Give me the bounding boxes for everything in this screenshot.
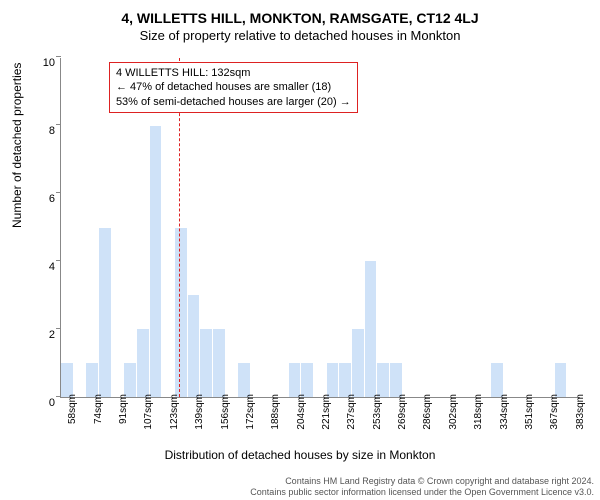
histogram-bar [86, 363, 99, 397]
histogram-bar [390, 363, 403, 397]
callout-box: 4 WILLETTS HILL: 132sqm← 47% of detached… [109, 62, 358, 113]
histogram-bar [365, 261, 378, 397]
y-tick-mark [56, 396, 61, 397]
histogram-bar [289, 363, 302, 397]
histogram-bar [352, 329, 365, 397]
histogram-bar [99, 228, 112, 398]
x-tick-label: 253sqm [372, 394, 383, 430]
histogram-bar [150, 126, 163, 397]
histogram-bar [238, 363, 251, 397]
histogram-bar [555, 363, 568, 397]
footer-attribution: Contains HM Land Registry data © Crown c… [250, 476, 594, 498]
x-tick-label: 58sqm [67, 394, 78, 424]
x-tick-label: 367sqm [549, 394, 560, 430]
y-tick-label: 2 [33, 329, 55, 341]
x-tick-label: 237sqm [346, 394, 357, 430]
x-tick-label: 156sqm [220, 394, 231, 430]
y-tick-label: 0 [33, 397, 55, 409]
x-axis-label: Distribution of detached houses by size … [0, 448, 600, 462]
x-tick-label: 269sqm [397, 394, 408, 430]
histogram-bar [175, 228, 188, 398]
x-tick-label: 204sqm [296, 394, 307, 430]
chart-area: 0246810 58sqm74sqm91sqm107sqm123sqm139sq… [60, 58, 580, 398]
x-tick-label: 286sqm [422, 394, 433, 430]
histogram-bar [188, 295, 201, 397]
histogram-bar [301, 363, 314, 397]
x-tick-label: 351sqm [524, 394, 535, 430]
histogram-bar [124, 363, 137, 397]
x-tick-label: 107sqm [143, 394, 154, 430]
x-tick-label: 74sqm [93, 394, 104, 424]
y-tick-mark [56, 124, 61, 125]
x-tick-label: 172sqm [245, 394, 256, 430]
x-tick-label: 221sqm [321, 394, 332, 430]
y-tick-mark [56, 192, 61, 193]
x-tick-label: 123sqm [169, 394, 180, 430]
callout-line: ← 47% of detached houses are smaller (18… [116, 80, 351, 94]
y-tick-label: 8 [33, 125, 55, 137]
y-tick-mark [56, 328, 61, 329]
x-tick-label: 334sqm [499, 394, 510, 430]
x-tick-label: 318sqm [473, 394, 484, 430]
y-tick-mark [56, 260, 61, 261]
x-tick-label: 302sqm [448, 394, 459, 430]
footer-line-1: Contains HM Land Registry data © Crown c… [250, 476, 594, 487]
histogram-bar [61, 363, 74, 397]
x-tick-label: 91sqm [118, 394, 129, 424]
x-tick-label: 383sqm [575, 394, 586, 430]
histogram-bar [377, 363, 390, 397]
histogram-bar [200, 329, 213, 397]
histogram-bar [491, 363, 504, 397]
x-tick-label: 139sqm [194, 394, 205, 430]
chart-subtitle: Size of property relative to detached ho… [0, 26, 600, 43]
footer-line-2: Contains public sector information licen… [250, 487, 594, 498]
y-tick-label: 6 [33, 193, 55, 205]
y-tick-label: 10 [33, 57, 55, 69]
y-tick-label: 4 [33, 261, 55, 273]
x-tick-label: 188sqm [270, 394, 281, 430]
callout-line: 53% of semi-detached houses are larger (… [116, 95, 351, 109]
histogram-bar [137, 329, 150, 397]
y-axis-label: Number of detached properties [10, 63, 24, 228]
histogram-bar [339, 363, 352, 397]
chart-title: 4, WILLETTS HILL, MONKTON, RAMSGATE, CT1… [0, 0, 600, 26]
histogram-bar [213, 329, 226, 397]
histogram-bar [327, 363, 340, 397]
callout-line: 4 WILLETTS HILL: 132sqm [116, 66, 351, 80]
y-tick-mark [56, 56, 61, 57]
